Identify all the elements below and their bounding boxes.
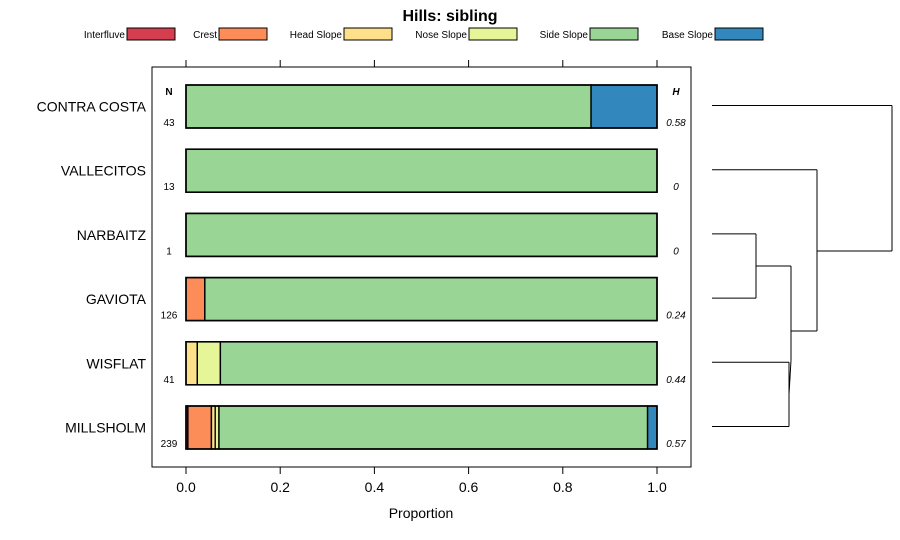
bar-segment-crest [187,405,213,450]
bar-segment-base-slope [590,84,658,129]
plot-frame [151,66,692,468]
h-value: 0.58 [666,118,686,129]
bar-segment-side-slope [185,148,658,193]
legend-label: Nose Slope [415,30,467,41]
category-label: GAVIOTA [86,291,147,307]
row-millsholm: MILLSHOLM 239 0.57 [65,405,686,450]
h-value: 0 [673,246,679,257]
category-label: NARBAITZ [77,227,147,243]
x-tick-label: 0.2 [270,479,290,495]
row-vallecitos: VALLECITOS 13 0 [61,148,679,193]
x-tick-label: 0.4 [365,479,385,495]
legend-swatch [218,27,268,41]
x-tick-label: 1.0 [647,479,667,495]
bar-segment-side-slope [218,405,649,450]
legend-swatch [126,27,176,41]
legend-swatch [468,27,518,41]
legend-label: Head Slope [290,30,343,41]
legend: Interfluve Crest Head Slope Nose Slope Side … [84,27,764,41]
h-value: 0.57 [666,439,686,450]
x-axis-title: Proportion [389,505,454,521]
x-tick-label: 0.8 [553,479,573,495]
category-label: VALLECITOS [61,163,146,179]
h-value: 0.44 [666,375,686,386]
bar-outline [185,276,658,322]
n-value: 13 [163,182,175,193]
bar-segment-side-slope [219,341,658,386]
bar-segment-nose-slope [196,341,222,386]
x-tick-label: 0.6 [459,479,479,495]
legend-swatch [714,27,764,41]
x-axis: 0.0 0.2 0.4 0.6 0.8 1.0 [176,60,667,495]
bar-outline [185,340,658,386]
category-label: MILLSHOLM [65,420,146,436]
bar-segment-side-slope [204,276,658,322]
n-value: 43 [163,118,175,129]
row-contra-costa: CONTRA COSTA 43 0.58 [37,84,686,129]
legend-swatch [589,27,639,41]
legend-item-nose-slope: Nose Slope [415,27,518,41]
bar-rows: CONTRA COSTA 43 0.58 VALLECITOS 13 0 NARBAITZ 1… [37,84,686,450]
bar-outline [185,212,658,258]
n-value: 126 [161,311,178,322]
bar-segment-side-slope [185,212,658,258]
h-value: 0.24 [666,311,686,322]
legend-label: Side Slope [540,30,589,41]
bar-outline [185,84,658,129]
bar-outline [185,148,658,193]
bar-segment-crest [185,276,206,322]
x-tick-label: 0.0 [176,479,196,495]
row-narbaitz: NARBAITZ 1 0 [77,212,679,258]
row-gaviota: GAVIOTA 126 0.24 [86,276,686,322]
h-column-header: H [672,87,680,98]
legend-item-base-slope: Base Slope [662,27,764,41]
n-column-header: N [165,87,172,98]
legend-label: Base Slope [662,30,714,41]
legend-label: Interfluve [84,30,126,41]
bar-segment-side-slope [185,84,592,129]
category-label: WISFLAT [86,355,146,371]
row-wisflat: WISFLAT 41 0.44 [86,340,686,386]
legend-label: Crest [193,30,217,41]
n-value: 239 [161,439,178,450]
category-label: CONTRA COSTA [37,99,147,115]
bar-segment-head-slope [185,341,199,386]
dendrogram-branch [788,360,792,395]
n-value: 41 [163,375,175,386]
legend-item-interfluve: Interfluve [84,27,176,41]
dendrogram [712,105,893,427]
n-value: 1 [166,246,172,257]
bar-outline [185,405,658,450]
chart-title: Hills: sibling [402,8,497,25]
legend-swatch [343,27,393,41]
legend-item-head-slope: Head Slope [290,27,393,41]
bar-segment-base-slope [646,405,658,450]
legend-item-crest: Crest [193,27,268,41]
h-value: 0 [673,182,679,193]
legend-item-side-slope: Side Slope [540,27,639,41]
